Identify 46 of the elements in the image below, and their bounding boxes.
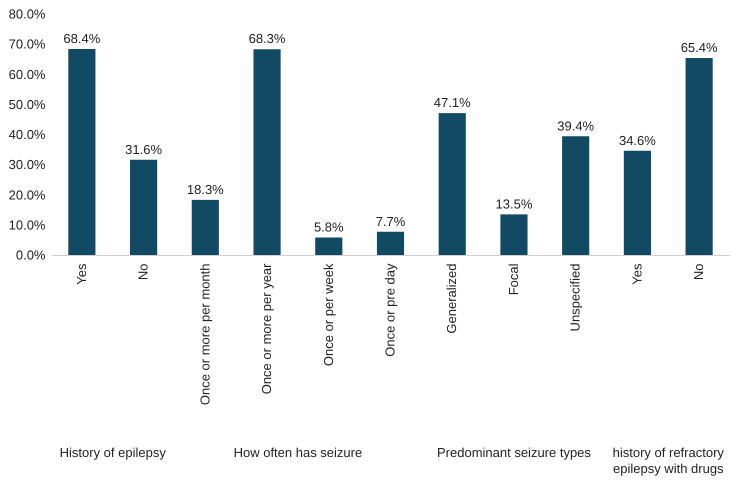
y-tick-label: 50.0% <box>8 96 46 112</box>
bar <box>438 113 466 255</box>
bar <box>376 232 404 255</box>
bar <box>624 150 651 255</box>
data-label: 68.3% <box>248 31 286 46</box>
data-label: 5.8% <box>314 220 344 235</box>
y-tick-label: 0.0% <box>16 248 46 262</box>
data-label: 68.4% <box>63 30 101 46</box>
data-label: 34.6% <box>618 132 656 148</box>
text: History of epilepsy <box>60 445 166 460</box>
y-tick-label: 30.0% <box>8 157 46 172</box>
text: history of refractory epilepsy with drugs <box>612 445 724 476</box>
bar <box>562 136 590 255</box>
data-label: 39.4% <box>557 118 595 134</box>
x-tick-label: No <box>136 264 151 280</box>
x-tick-label: Once or more per month <box>197 264 212 406</box>
x-tick-label: Focal <box>506 263 521 296</box>
data-label: 31.6% <box>125 142 162 157</box>
text: Predominant seizure types <box>436 445 592 460</box>
bar <box>68 48 96 255</box>
x-tick-label: Unspecified <box>568 264 583 332</box>
text: How often has seizure <box>234 445 362 460</box>
data-label: 7.7% <box>376 214 406 229</box>
x-tick-label: Once or more per year <box>259 262 274 394</box>
y-tick-label: 20.0% <box>8 187 46 202</box>
y-tick-label: 70.0% <box>8 36 46 52</box>
y-tick-label: 80.0% <box>8 6 46 22</box>
x-tick-label: No <box>691 264 706 280</box>
bar <box>130 160 158 255</box>
x-tick-label: Yes <box>629 263 644 285</box>
bar <box>315 238 342 255</box>
y-tick-label: 60.0% <box>8 66 46 82</box>
bar <box>253 49 281 255</box>
data-label: 13.5% <box>496 196 533 212</box>
x-tick-label: Once or per week <box>320 263 336 366</box>
x-tick-label: Once or pre day <box>382 263 398 357</box>
bar <box>500 214 528 255</box>
y-tick-label: 10.0% <box>8 217 46 232</box>
y-tick-label: 40.0% <box>8 127 46 142</box>
bar <box>686 58 713 255</box>
x-tick-label: Yes <box>74 263 89 285</box>
data-label: 47.1% <box>434 95 472 110</box>
bar <box>192 200 219 255</box>
data-label: 65.4% <box>680 40 718 55</box>
x-tick-label: Generalized <box>444 264 460 334</box>
data-label: 18.3% <box>186 182 224 197</box>
